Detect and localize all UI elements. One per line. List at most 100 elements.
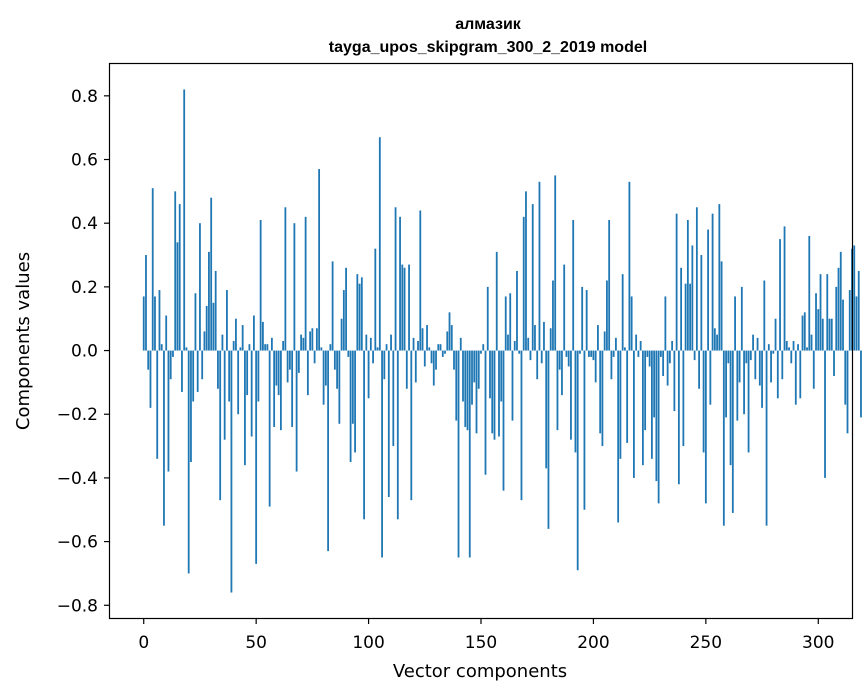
bar — [167, 350, 170, 472]
x-tick-label: 250 — [690, 633, 722, 653]
bar — [448, 312, 451, 351]
bar — [223, 350, 226, 440]
bar — [293, 223, 296, 351]
bar — [513, 341, 516, 351]
bar — [502, 350, 505, 491]
bar — [718, 204, 721, 351]
bar — [761, 350, 763, 408]
y-tick-label: −0.6 — [57, 533, 98, 553]
bar — [516, 270, 518, 351]
bar — [599, 350, 602, 434]
bar — [601, 350, 604, 447]
bar — [196, 350, 199, 392]
bar — [239, 347, 242, 351]
bar — [729, 350, 732, 466]
bar — [383, 350, 386, 380]
bar — [241, 325, 244, 351]
bar — [387, 350, 390, 498]
bar — [194, 293, 197, 351]
y-tick-label: 0.6 — [71, 151, 98, 171]
bar — [815, 293, 817, 351]
bar — [525, 191, 527, 351]
bar — [635, 334, 638, 351]
bar — [540, 350, 543, 364]
bar — [423, 350, 426, 367]
bar — [466, 350, 469, 431]
bar — [457, 350, 460, 558]
bar — [738, 350, 741, 383]
bar — [576, 350, 579, 571]
bar — [507, 334, 509, 351]
bar — [720, 261, 723, 351]
bar — [250, 350, 253, 437]
bar — [781, 350, 784, 380]
bar — [329, 344, 332, 351]
bar — [686, 220, 689, 351]
bar — [145, 255, 147, 351]
bar — [253, 315, 255, 351]
bar — [662, 350, 665, 377]
bar — [835, 286, 838, 351]
bar — [217, 350, 219, 389]
bar — [855, 296, 858, 351]
bar — [727, 350, 730, 364]
bar — [583, 350, 586, 510]
bar — [333, 350, 336, 370]
bar — [266, 344, 269, 351]
bar — [770, 350, 772, 383]
y-axis-ticks: −0.8 −0.6 −0.4 −0.2 0.0 0.2 0.4 0.6 0.8 — [57, 87, 110, 616]
bar — [812, 350, 815, 389]
chart-subtitle: tayga_upos_skipgram_300_2_2019 model — [329, 39, 647, 56]
bar — [205, 305, 208, 351]
bar — [736, 350, 739, 421]
bar — [617, 350, 620, 523]
bar — [646, 350, 649, 357]
bar — [403, 267, 406, 351]
bar — [185, 347, 188, 351]
x-tick-label: 300 — [802, 633, 834, 653]
bar — [401, 264, 404, 351]
bar — [552, 280, 554, 351]
bar — [257, 350, 260, 402]
bar — [412, 337, 415, 351]
bar — [711, 213, 714, 351]
bar — [592, 350, 595, 361]
bar — [235, 318, 237, 351]
plot-frame — [108, 62, 854, 620]
bar — [482, 344, 485, 351]
bar — [282, 341, 285, 351]
bar — [702, 350, 705, 453]
bar — [378, 137, 381, 351]
bar — [612, 350, 615, 357]
bar — [561, 350, 563, 396]
bar — [648, 350, 651, 367]
bar — [747, 350, 750, 453]
bar — [405, 350, 408, 389]
bar — [565, 350, 568, 357]
bar — [246, 350, 249, 396]
bar — [306, 350, 309, 396]
bar — [839, 251, 842, 351]
bar — [340, 318, 343, 351]
bar — [291, 350, 294, 427]
bar — [174, 191, 177, 351]
bar — [349, 350, 352, 462]
bar — [767, 344, 770, 351]
bar — [680, 267, 683, 351]
bar — [682, 350, 685, 447]
bar — [779, 239, 781, 351]
bar — [504, 296, 507, 351]
bar — [473, 350, 476, 383]
bar — [543, 321, 545, 351]
bar — [336, 350, 338, 389]
bar — [734, 296, 736, 351]
bar — [749, 350, 752, 361]
bar — [399, 216, 401, 351]
y-tick-label: 0.8 — [71, 87, 98, 107]
bar — [828, 318, 831, 351]
bar — [698, 350, 700, 389]
y-tick-label: 0.0 — [71, 342, 98, 362]
bar — [853, 245, 856, 351]
bar — [774, 318, 777, 351]
bar — [268, 350, 271, 507]
